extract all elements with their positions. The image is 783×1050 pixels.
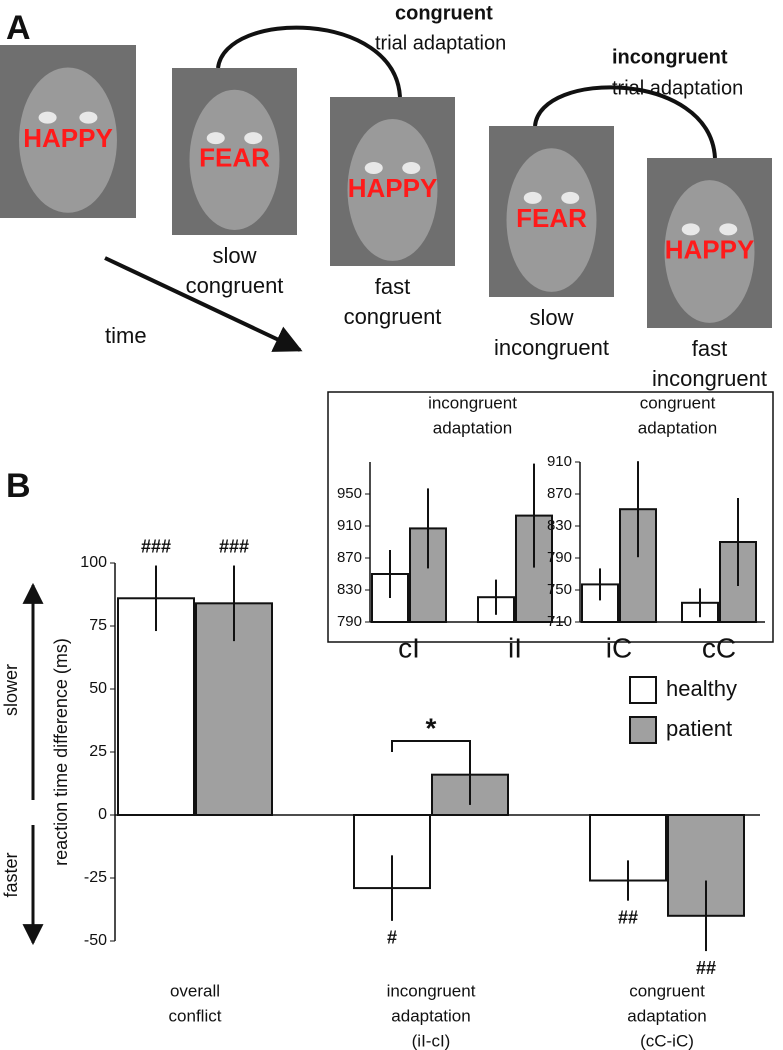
- stimulus-caption: congruent: [186, 273, 284, 298]
- legend-label: healthy: [666, 676, 737, 701]
- x-tick-label: congruent: [629, 981, 705, 1000]
- y-tick-label: 870: [547, 485, 572, 502]
- panel-label: B: [6, 467, 31, 505]
- y-tick-label: 870: [337, 549, 362, 566]
- y-tick-label: 830: [337, 581, 362, 598]
- arc-title: congruent: [395, 2, 493, 24]
- stimulus-word: FEAR: [199, 143, 270, 173]
- y-tick-label: 750: [547, 581, 572, 598]
- stimulus-word: FEAR: [516, 203, 587, 233]
- x-tick-label: incongruent: [387, 981, 476, 1000]
- significance-label: #: [387, 928, 397, 948]
- eye: [402, 161, 421, 174]
- significance-label: ##: [696, 958, 716, 978]
- inset-title: incongruent: [428, 393, 517, 412]
- face: [189, 89, 280, 230]
- y-tick-label: 710: [547, 613, 572, 630]
- y-tick-label: 910: [547, 453, 572, 470]
- y-tick-label: 25: [89, 743, 107, 760]
- y-tick-label: 50: [89, 680, 107, 697]
- face: [19, 67, 117, 213]
- y-tick-label: 830: [547, 517, 572, 534]
- x-tick-label: (iI-cI): [412, 1031, 451, 1050]
- eye: [364, 161, 383, 174]
- legend-swatch: [629, 676, 657, 704]
- x-tick-label: iI: [508, 632, 522, 663]
- arc-subtitle: trial adaptation: [375, 32, 506, 54]
- bracket: [391, 740, 471, 752]
- stimulus-word: HAPPY: [665, 234, 755, 264]
- significance-label: ###: [141, 536, 171, 556]
- inset-title: adaptation: [638, 418, 717, 437]
- bar: [117, 597, 195, 817]
- bracket-label: *: [426, 712, 437, 743]
- panel-label: A: [6, 9, 31, 47]
- direction-label: faster: [1, 852, 21, 897]
- y-tick-label: -25: [84, 869, 107, 886]
- stimulus-caption: fast: [375, 274, 410, 299]
- eye: [38, 111, 57, 124]
- legend-swatch: [629, 716, 657, 744]
- arc-subtitle: trial adaptation: [612, 77, 743, 99]
- eye: [719, 223, 738, 236]
- stimulus-caption: fast: [692, 336, 727, 361]
- eye: [206, 132, 225, 145]
- face: [347, 118, 438, 261]
- legend-label: patient: [666, 716, 732, 741]
- y-tick-label: 910: [337, 517, 362, 534]
- eye: [561, 191, 580, 204]
- x-tick-label: iC: [606, 632, 632, 663]
- x-tick-label: overall: [170, 981, 220, 1000]
- face: [506, 148, 597, 292]
- y-tick-label: 0: [98, 806, 107, 823]
- significance-label: ###: [219, 536, 249, 556]
- stimulus-caption: incongruent: [652, 366, 767, 391]
- stimulus-word: HAPPY: [348, 173, 438, 203]
- stimulus-caption: congruent: [344, 304, 442, 329]
- inset-title: congruent: [640, 393, 716, 412]
- stimulus-word: HAPPY: [23, 123, 113, 153]
- time-arrow: [104, 256, 303, 352]
- inset-title: adaptation: [433, 418, 512, 437]
- eye: [681, 223, 700, 236]
- y-tick-label: 950: [337, 485, 362, 502]
- x-tick-label: adaptation: [627, 1006, 706, 1025]
- eye: [79, 111, 98, 124]
- significance-label: ##: [618, 907, 638, 927]
- y-tick-label: 790: [337, 613, 362, 630]
- eye: [523, 191, 542, 204]
- arc-title: incongruent: [612, 46, 728, 68]
- x-tick-label: (cC-iC): [640, 1031, 694, 1050]
- stimulus-caption: incongruent: [494, 335, 609, 360]
- x-tick-label: cI: [398, 632, 420, 663]
- y-axis-label: reaction time difference (ms): [51, 638, 71, 866]
- y-tick-label: 100: [80, 554, 107, 571]
- time-label: time: [105, 323, 147, 348]
- x-tick-label: conflict: [169, 1006, 222, 1025]
- x-tick-label: cC: [702, 632, 736, 663]
- arc: [533, 85, 717, 159]
- arc: [216, 25, 402, 98]
- y-tick-label: 75: [89, 617, 107, 634]
- stimulus-caption: slow: [529, 305, 573, 330]
- direction-label: slower: [1, 664, 21, 716]
- face: [664, 180, 755, 323]
- eye: [244, 132, 263, 145]
- y-tick-label: -50: [84, 932, 107, 949]
- y-tick-label: 790: [547, 549, 572, 566]
- x-tick-label: adaptation: [391, 1006, 470, 1025]
- stimulus-caption: slow: [212, 243, 256, 268]
